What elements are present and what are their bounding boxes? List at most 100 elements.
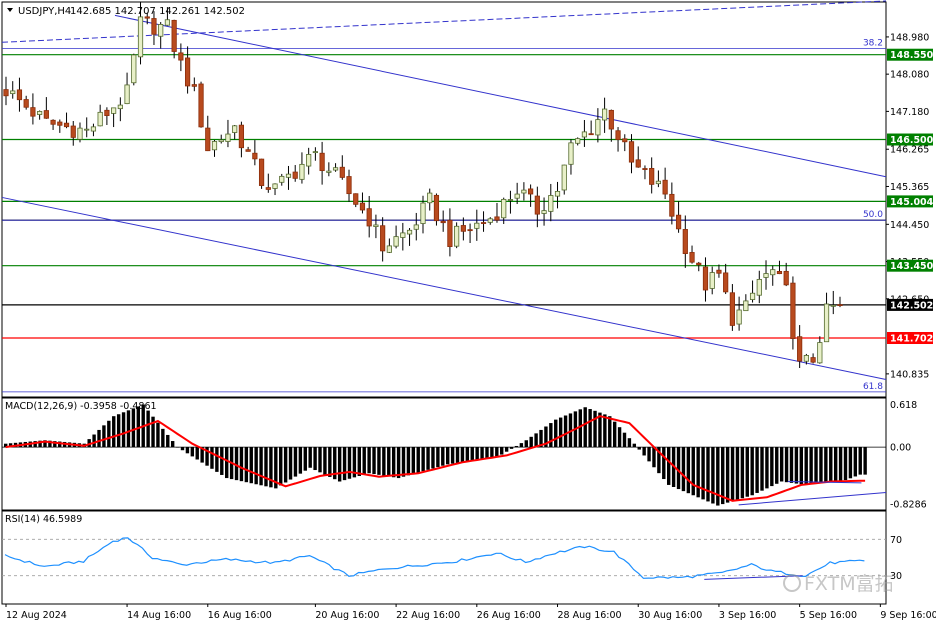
macd-histogram-bar — [760, 447, 764, 491]
macd-histogram-bar — [205, 447, 209, 466]
candle-body — [588, 133, 594, 136]
trendline-2[interactable] — [1, 196, 887, 380]
candle-body — [615, 130, 621, 141]
candle-body — [675, 214, 682, 230]
macd-histogram-bar — [794, 447, 799, 484]
candlestick-series — [3, 2, 843, 369]
fxtm-logo-icon — [783, 574, 801, 592]
collapse-arrow-icon[interactable] — [7, 8, 13, 12]
macd-axis-label: 0.00 — [890, 443, 911, 454]
price-level-badge-2[interactable] — [887, 195, 933, 208]
candle-body — [238, 124, 245, 149]
macd-histogram-bar — [598, 412, 602, 448]
macd-histogram-bar — [342, 447, 347, 481]
macd-histogram-bar — [740, 447, 745, 499]
time-axis-label: 3 Sep 16:00 — [719, 610, 776, 621]
macd-histogram-bar — [735, 447, 740, 500]
macd-histogram-bar — [652, 447, 656, 468]
candle-body — [709, 272, 715, 289]
macd-histogram-bar — [288, 447, 293, 480]
candle-body — [386, 245, 392, 253]
candle-body — [191, 84, 197, 87]
macd-histogram-bar — [495, 447, 499, 458]
macd-histogram-bar — [131, 408, 136, 448]
macd-histogram-bar — [151, 416, 155, 448]
macd-histogram-bar — [475, 447, 479, 461]
macd-histogram-bar — [303, 447, 307, 471]
macd-histogram-bar — [48, 440, 52, 448]
macd-histogram-bar — [156, 422, 160, 448]
macd-histogram-bar — [480, 447, 484, 460]
macd-histogram-bar — [352, 447, 357, 478]
candle-body — [50, 119, 56, 125]
macd-histogram-bar — [372, 447, 376, 475]
macd-short-trendline[interactable] — [787, 481, 862, 484]
price-level-badge-3[interactable] — [887, 259, 933, 272]
macd-histogram-bar — [431, 447, 435, 469]
macd-histogram-bar — [558, 417, 563, 448]
candle-body — [548, 195, 554, 212]
price-level-badge-4[interactable] — [887, 298, 933, 311]
candle-body — [622, 138, 628, 143]
macd-histogram-bar — [848, 447, 853, 479]
candle-body — [312, 151, 318, 154]
price-level-badge-0[interactable] — [887, 48, 933, 61]
candle-body — [144, 16, 150, 19]
time-axis-label: 22 Aug 16:00 — [396, 610, 460, 621]
time-axis-label: 12 Aug 2024 — [6, 610, 67, 621]
macd-histogram-bar — [750, 447, 754, 496]
candle-body — [554, 191, 561, 197]
macd-histogram-bar — [642, 447, 646, 456]
macd-histogram-bar — [269, 447, 273, 488]
macd-histogram-bar — [539, 429, 543, 448]
macd-histogram-bar — [264, 447, 268, 487]
candle-body — [306, 154, 312, 167]
macd-histogram-bar — [210, 447, 214, 469]
candle-body — [534, 195, 540, 215]
candle-body — [84, 128, 90, 131]
macd-histogram-bar — [411, 447, 416, 474]
candle-body — [420, 202, 426, 224]
candle-body — [225, 133, 231, 142]
price-level-badge-text: 141.702 — [890, 334, 933, 345]
price-axis-label: 146.265 — [890, 145, 929, 156]
macd-histogram-bar — [524, 440, 528, 448]
candle-body — [406, 229, 413, 235]
macd-histogram-bar — [568, 413, 573, 448]
macd-histogram-bar — [632, 443, 637, 448]
macd-histogram-bar — [622, 432, 627, 448]
macd-histogram-bar — [509, 447, 514, 449]
macd-histogram-bar — [33, 441, 37, 448]
candle-body — [776, 270, 783, 275]
candle-body — [63, 122, 70, 128]
rsi-panel[interactable] — [1, 510, 887, 605]
price-level-badge-1[interactable] — [887, 133, 933, 146]
candle-body — [279, 175, 285, 183]
candle-body — [258, 158, 265, 186]
rsi-axis-label: 70 — [890, 535, 902, 546]
candle-body — [501, 198, 507, 219]
macd-histogram-bar — [337, 447, 342, 482]
candle-body — [467, 229, 473, 232]
macd-histogram-bar — [519, 443, 524, 448]
price-panel[interactable] — [1, 1, 887, 398]
trendline-1[interactable] — [114, 14, 887, 178]
price-level-badge-5[interactable] — [887, 332, 933, 345]
macd-histogram-bar — [436, 447, 440, 468]
candle-body — [252, 152, 258, 160]
candle-body — [440, 220, 446, 224]
macd-histogram-bar — [647, 447, 651, 462]
candle-body — [413, 224, 419, 230]
trendline-0[interactable] — [1, 0, 887, 43]
watermark-text: FXTM富拓 — [804, 573, 894, 595]
macd-histogram-bar — [534, 433, 538, 448]
candle-body — [427, 192, 433, 204]
macd-trendline[interactable] — [738, 492, 887, 506]
macd-histogram-bar — [328, 447, 332, 477]
macd-histogram-bar — [617, 427, 622, 448]
macd-histogram-bar — [387, 447, 391, 477]
macd-histogram-bar — [396, 447, 401, 479]
macd-histogram-bar — [686, 447, 691, 494]
